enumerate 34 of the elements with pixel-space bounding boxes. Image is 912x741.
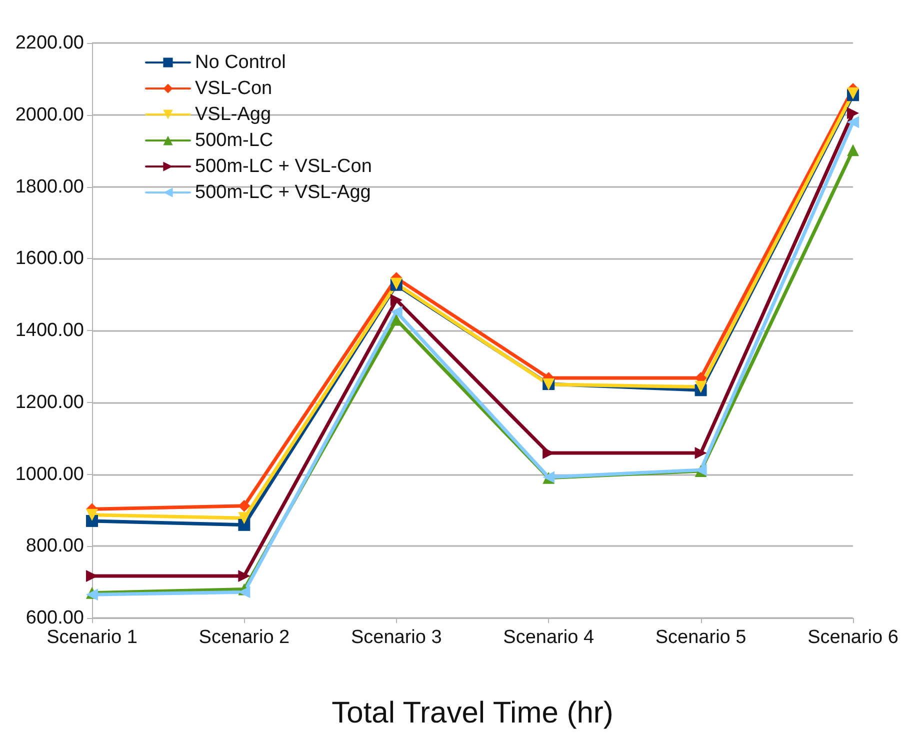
y-tick-label: 600.00 [26,608,84,628]
legend-label: 500m-LC + VSL-Agg [195,182,371,203]
point [847,144,859,156]
point [847,116,859,128]
point [238,586,250,598]
legend-label: 500m-LC [195,130,274,151]
x-axis-title: Total Travel Time (hr) [332,696,614,730]
y-tick-label: 2200.00 [15,32,84,54]
point [238,512,250,524]
y-tick-label: 800.00 [26,536,84,557]
x-tick-label: Scenario 5 [655,627,746,648]
x-tick-label: Scenario 1 [46,627,138,648]
y-tick-label: 1600.00 [15,248,84,270]
x-tick-label: Scenario 2 [198,627,290,648]
point [86,508,98,521]
point [390,294,402,306]
x-tick-label: Scenario 6 [808,627,898,648]
legend-label: VSL-Agg [195,104,272,125]
point [238,518,250,531]
x-tick-label: Scenario 4 [503,627,594,648]
y-tick-label: 1400.00 [15,320,84,341]
y-tick-label: 2000.00 [15,104,84,126]
point [694,447,707,460]
point [847,107,859,120]
y-tick-label: 1000.00 [15,464,84,485]
legend-label: 500m-LC + VSL-Con [195,156,372,177]
point [694,380,707,393]
point [238,570,250,582]
x-tick-label: Scenario 3 [350,627,442,648]
point [238,500,250,512]
legend-label: No Control [195,52,286,73]
legend-label: VSL-Con [195,78,272,99]
y-tick-label: 1200.00 [15,392,84,413]
y-tick-label: 1800.00 [15,176,84,198]
